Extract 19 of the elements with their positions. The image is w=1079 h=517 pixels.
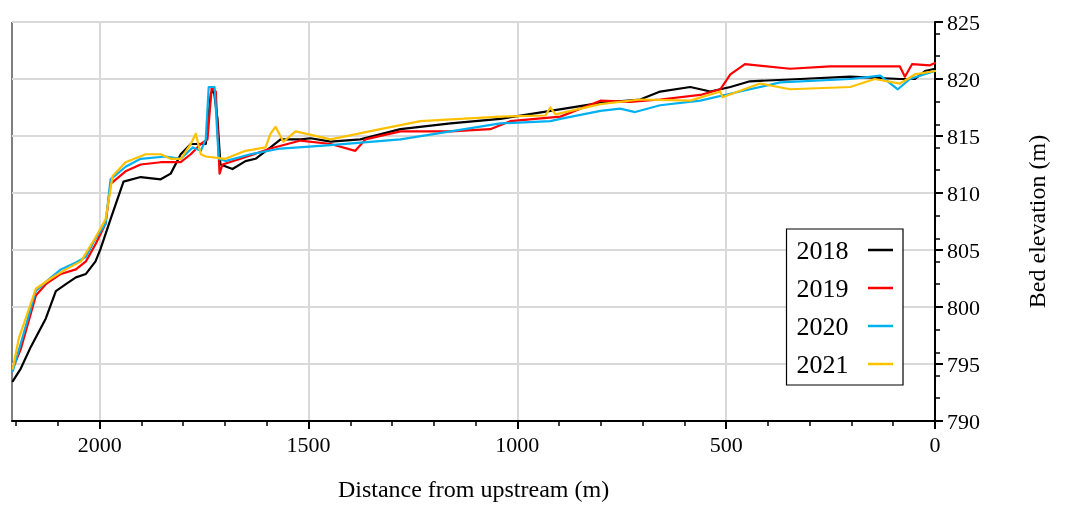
y-tick-label: 810 xyxy=(947,180,980,206)
y-tick-label: 800 xyxy=(947,294,980,320)
legend-label: 2020 xyxy=(796,311,849,341)
y-tick-label: 825 xyxy=(947,9,980,35)
legend-label: 2021 xyxy=(796,349,849,379)
x-tick-label: 0 xyxy=(929,431,941,457)
x-axis-title: Distance from upstream (m) xyxy=(337,476,610,502)
y-tick-label: 790 xyxy=(947,408,980,434)
y-axis-title: Bed elevation (m) xyxy=(1024,134,1050,309)
legend-label: 2018 xyxy=(796,235,849,265)
x-tick-label: 500 xyxy=(709,431,743,457)
legend-label: 2019 xyxy=(796,273,849,303)
y-tick-label: 795 xyxy=(947,351,980,377)
y-tick-label: 815 xyxy=(947,123,980,149)
y-tick-label: 805 xyxy=(947,237,980,263)
x-tick-label: 1000 xyxy=(495,431,540,457)
x-tick-label: 2000 xyxy=(77,431,122,457)
y-tick-label: 820 xyxy=(947,66,980,92)
x-tick-label: 1500 xyxy=(286,431,331,457)
